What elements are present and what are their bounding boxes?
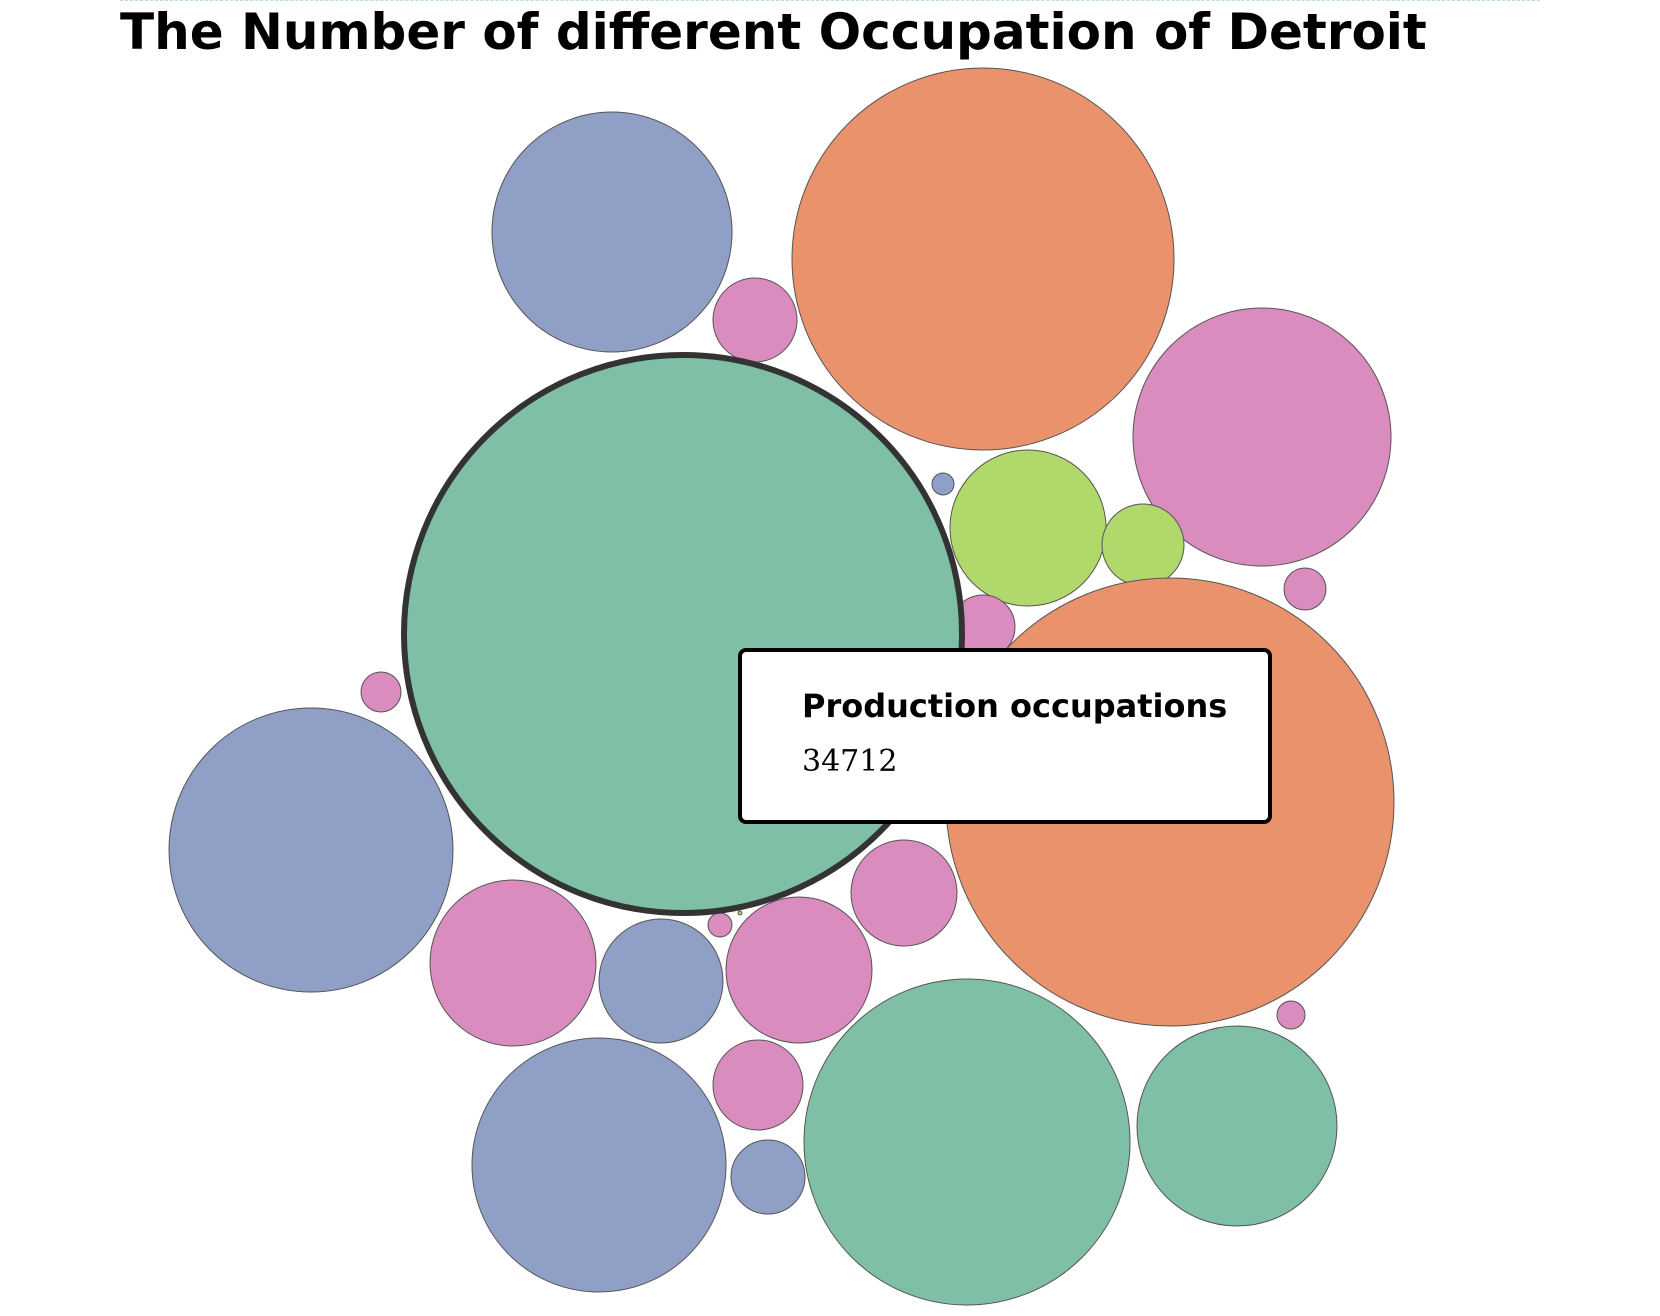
bubble-18[interactable] bbox=[850, 839, 958, 947]
bubble-3[interactable] bbox=[712, 277, 798, 363]
tooltip-label: Production occupations bbox=[802, 687, 1228, 725]
bubble-6[interactable] bbox=[1101, 503, 1185, 587]
bubble-24[interactable] bbox=[1136, 1025, 1338, 1227]
tooltip-value: 34712 bbox=[802, 744, 898, 779]
bubble-8[interactable] bbox=[1283, 567, 1327, 611]
bubble-19[interactable] bbox=[1276, 1000, 1306, 1030]
tooltip: Production occupations 34712 bbox=[738, 648, 1272, 824]
bubble-5[interactable] bbox=[949, 449, 1107, 607]
bubble-13[interactable] bbox=[429, 879, 597, 1047]
bubble-17[interactable] bbox=[725, 896, 873, 1044]
bubble-11[interactable] bbox=[360, 671, 402, 713]
bubble-16[interactable] bbox=[737, 910, 743, 916]
bubble-1[interactable] bbox=[491, 111, 733, 353]
bubble-20[interactable] bbox=[471, 1037, 727, 1293]
bubble-2[interactable] bbox=[791, 67, 1175, 451]
bubble-14[interactable] bbox=[598, 918, 724, 1044]
bubble-15[interactable] bbox=[707, 912, 733, 938]
chart-title: The Number of different Occupation of De… bbox=[120, 3, 1427, 61]
top-divider bbox=[120, 0, 1540, 1]
bubble-22[interactable] bbox=[730, 1139, 806, 1215]
bubble-21[interactable] bbox=[712, 1039, 804, 1131]
bubble-production-occupations[interactable] bbox=[401, 352, 965, 916]
bubble-7[interactable] bbox=[931, 472, 955, 496]
bubble-23[interactable] bbox=[803, 978, 1131, 1306]
bubble-4[interactable] bbox=[1132, 307, 1392, 567]
bubble-12[interactable] bbox=[168, 707, 454, 993]
